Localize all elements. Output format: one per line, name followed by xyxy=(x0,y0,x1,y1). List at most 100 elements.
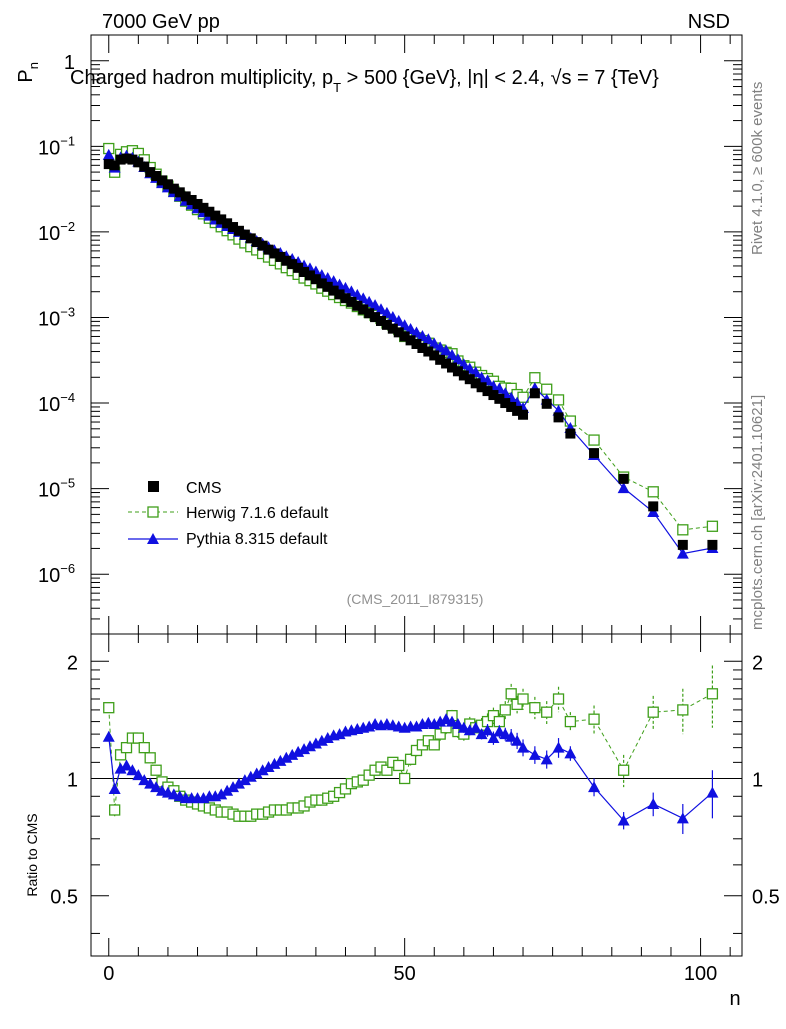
cms-point xyxy=(405,335,416,346)
pythia-ratio-point xyxy=(588,781,601,793)
cms-point xyxy=(151,171,162,182)
pythia-point xyxy=(380,306,393,318)
cms-point xyxy=(399,331,410,342)
main-y-tick-label: 10−1 xyxy=(38,133,75,159)
herwig-point xyxy=(541,383,553,395)
cms-point xyxy=(115,154,126,165)
cms-point xyxy=(364,308,375,319)
cms-point xyxy=(482,386,493,397)
ratio-y-ticks: 2 2 1 1 0.5 0.5 xyxy=(50,652,780,934)
herwig-ratio-point xyxy=(132,732,144,744)
herwig-ratio-point xyxy=(144,752,156,764)
cms-point xyxy=(334,289,345,300)
x-ticks: 0 50 100 xyxy=(103,35,731,985)
cms-point xyxy=(304,270,315,281)
tick-exponent: −1 xyxy=(60,133,75,148)
herwig-point xyxy=(517,391,529,403)
tick-base: 10 xyxy=(38,565,60,587)
herwig-ratio-point xyxy=(529,702,541,714)
cms-point xyxy=(358,304,369,315)
cms-point xyxy=(447,362,458,373)
cms-point xyxy=(228,222,239,233)
analysis-tag: (CMS_2011_I879315) xyxy=(347,591,484,607)
cms-point xyxy=(435,354,446,365)
legend: CMS Herwig 7.1.6 default Pythia 8.315 de… xyxy=(128,480,329,548)
pythia-point xyxy=(410,326,423,338)
cms-point xyxy=(506,401,517,412)
pythia-point xyxy=(451,353,464,365)
pythia-point xyxy=(617,482,630,494)
herwig-ratio-point xyxy=(138,741,150,754)
pythia-point xyxy=(647,505,660,517)
cms-point xyxy=(192,198,203,209)
cms-point xyxy=(500,398,511,409)
main-y-tick-label: 1 xyxy=(64,52,75,74)
cms-point xyxy=(370,312,381,323)
cms-point xyxy=(198,202,209,213)
pythia-point xyxy=(676,547,689,559)
herwig-ratio-point xyxy=(493,715,506,728)
cms-point xyxy=(293,262,304,273)
herwig-ratio-point xyxy=(399,772,411,785)
tick-base: 10 xyxy=(38,480,60,502)
main-y-tick-label: 10−4 xyxy=(38,390,75,416)
herwig-ratio-point xyxy=(541,706,553,718)
cms-point xyxy=(127,154,138,165)
ratio-y-label: Ratio to CMS xyxy=(24,813,40,896)
pythia-ratio-point xyxy=(108,782,121,794)
herwig-point xyxy=(552,394,565,406)
cms-point xyxy=(541,398,552,409)
title-pre: Charged hadron multiplicity, p xyxy=(70,67,333,89)
pythia-ratio-point xyxy=(238,774,251,786)
x-tick-label: 100 xyxy=(684,963,717,985)
pythia-ratio-point xyxy=(262,761,275,773)
cms-point xyxy=(417,342,428,353)
herwig-point xyxy=(588,434,600,446)
pythia-point xyxy=(416,330,429,342)
y-axis-label-main: P xyxy=(15,69,37,82)
cms-point xyxy=(494,393,505,404)
pythia-ratio-point xyxy=(244,770,257,782)
cms-point xyxy=(512,405,523,416)
title-post: s = 7 {TeV} xyxy=(561,67,659,89)
chart-title: Charged hadron multiplicity, pT > 500 {G… xyxy=(70,67,659,95)
cms-point xyxy=(239,229,250,240)
process-label: NSD xyxy=(688,11,730,33)
pythia-series-main xyxy=(102,148,719,559)
cms-point xyxy=(648,501,659,512)
cms-point xyxy=(245,233,256,244)
tick-base: 10 xyxy=(38,308,60,330)
legend-pythia-label: Pythia 8.315 default xyxy=(186,531,328,548)
herwig-ratio-point xyxy=(120,741,133,754)
pythia-ratio-point xyxy=(221,784,234,796)
cms-point xyxy=(287,259,298,270)
pythia-ratio-point xyxy=(150,781,163,793)
pythia-ratio-point xyxy=(215,788,228,800)
cms-point xyxy=(340,293,351,304)
pythia-ratio-point xyxy=(487,732,500,744)
cms-point xyxy=(269,248,280,259)
cms-point xyxy=(121,153,132,164)
legend-cms-label: CMS xyxy=(186,480,222,497)
pythia-ratio-point xyxy=(250,767,263,779)
herwig-ratio-point xyxy=(393,759,405,772)
pythia-ratio-point xyxy=(469,721,482,733)
energy-label: 7000 GeV pp xyxy=(102,11,220,33)
tick-exponent: −6 xyxy=(60,561,75,576)
cms-point xyxy=(275,251,286,262)
herwig-ratio-point xyxy=(517,693,529,705)
herwig-point xyxy=(677,524,689,536)
herwig-ratio-point xyxy=(381,764,393,776)
pythia-ratio-point xyxy=(227,781,240,793)
legend-herwig-marker xyxy=(147,506,159,518)
herwig-ratio-point xyxy=(404,753,417,765)
pythia-ratio-point xyxy=(298,743,311,755)
tick-exponent: −2 xyxy=(60,219,75,234)
title-mid: > 500 {GeV}, |η| < 2.4, xyxy=(341,67,550,89)
pythia-point xyxy=(386,310,399,322)
pythia-ratio-point xyxy=(564,747,577,759)
pythia-point xyxy=(428,337,441,349)
pythia-ratio-point xyxy=(511,734,524,746)
x-tick-label: 0 xyxy=(103,963,114,985)
